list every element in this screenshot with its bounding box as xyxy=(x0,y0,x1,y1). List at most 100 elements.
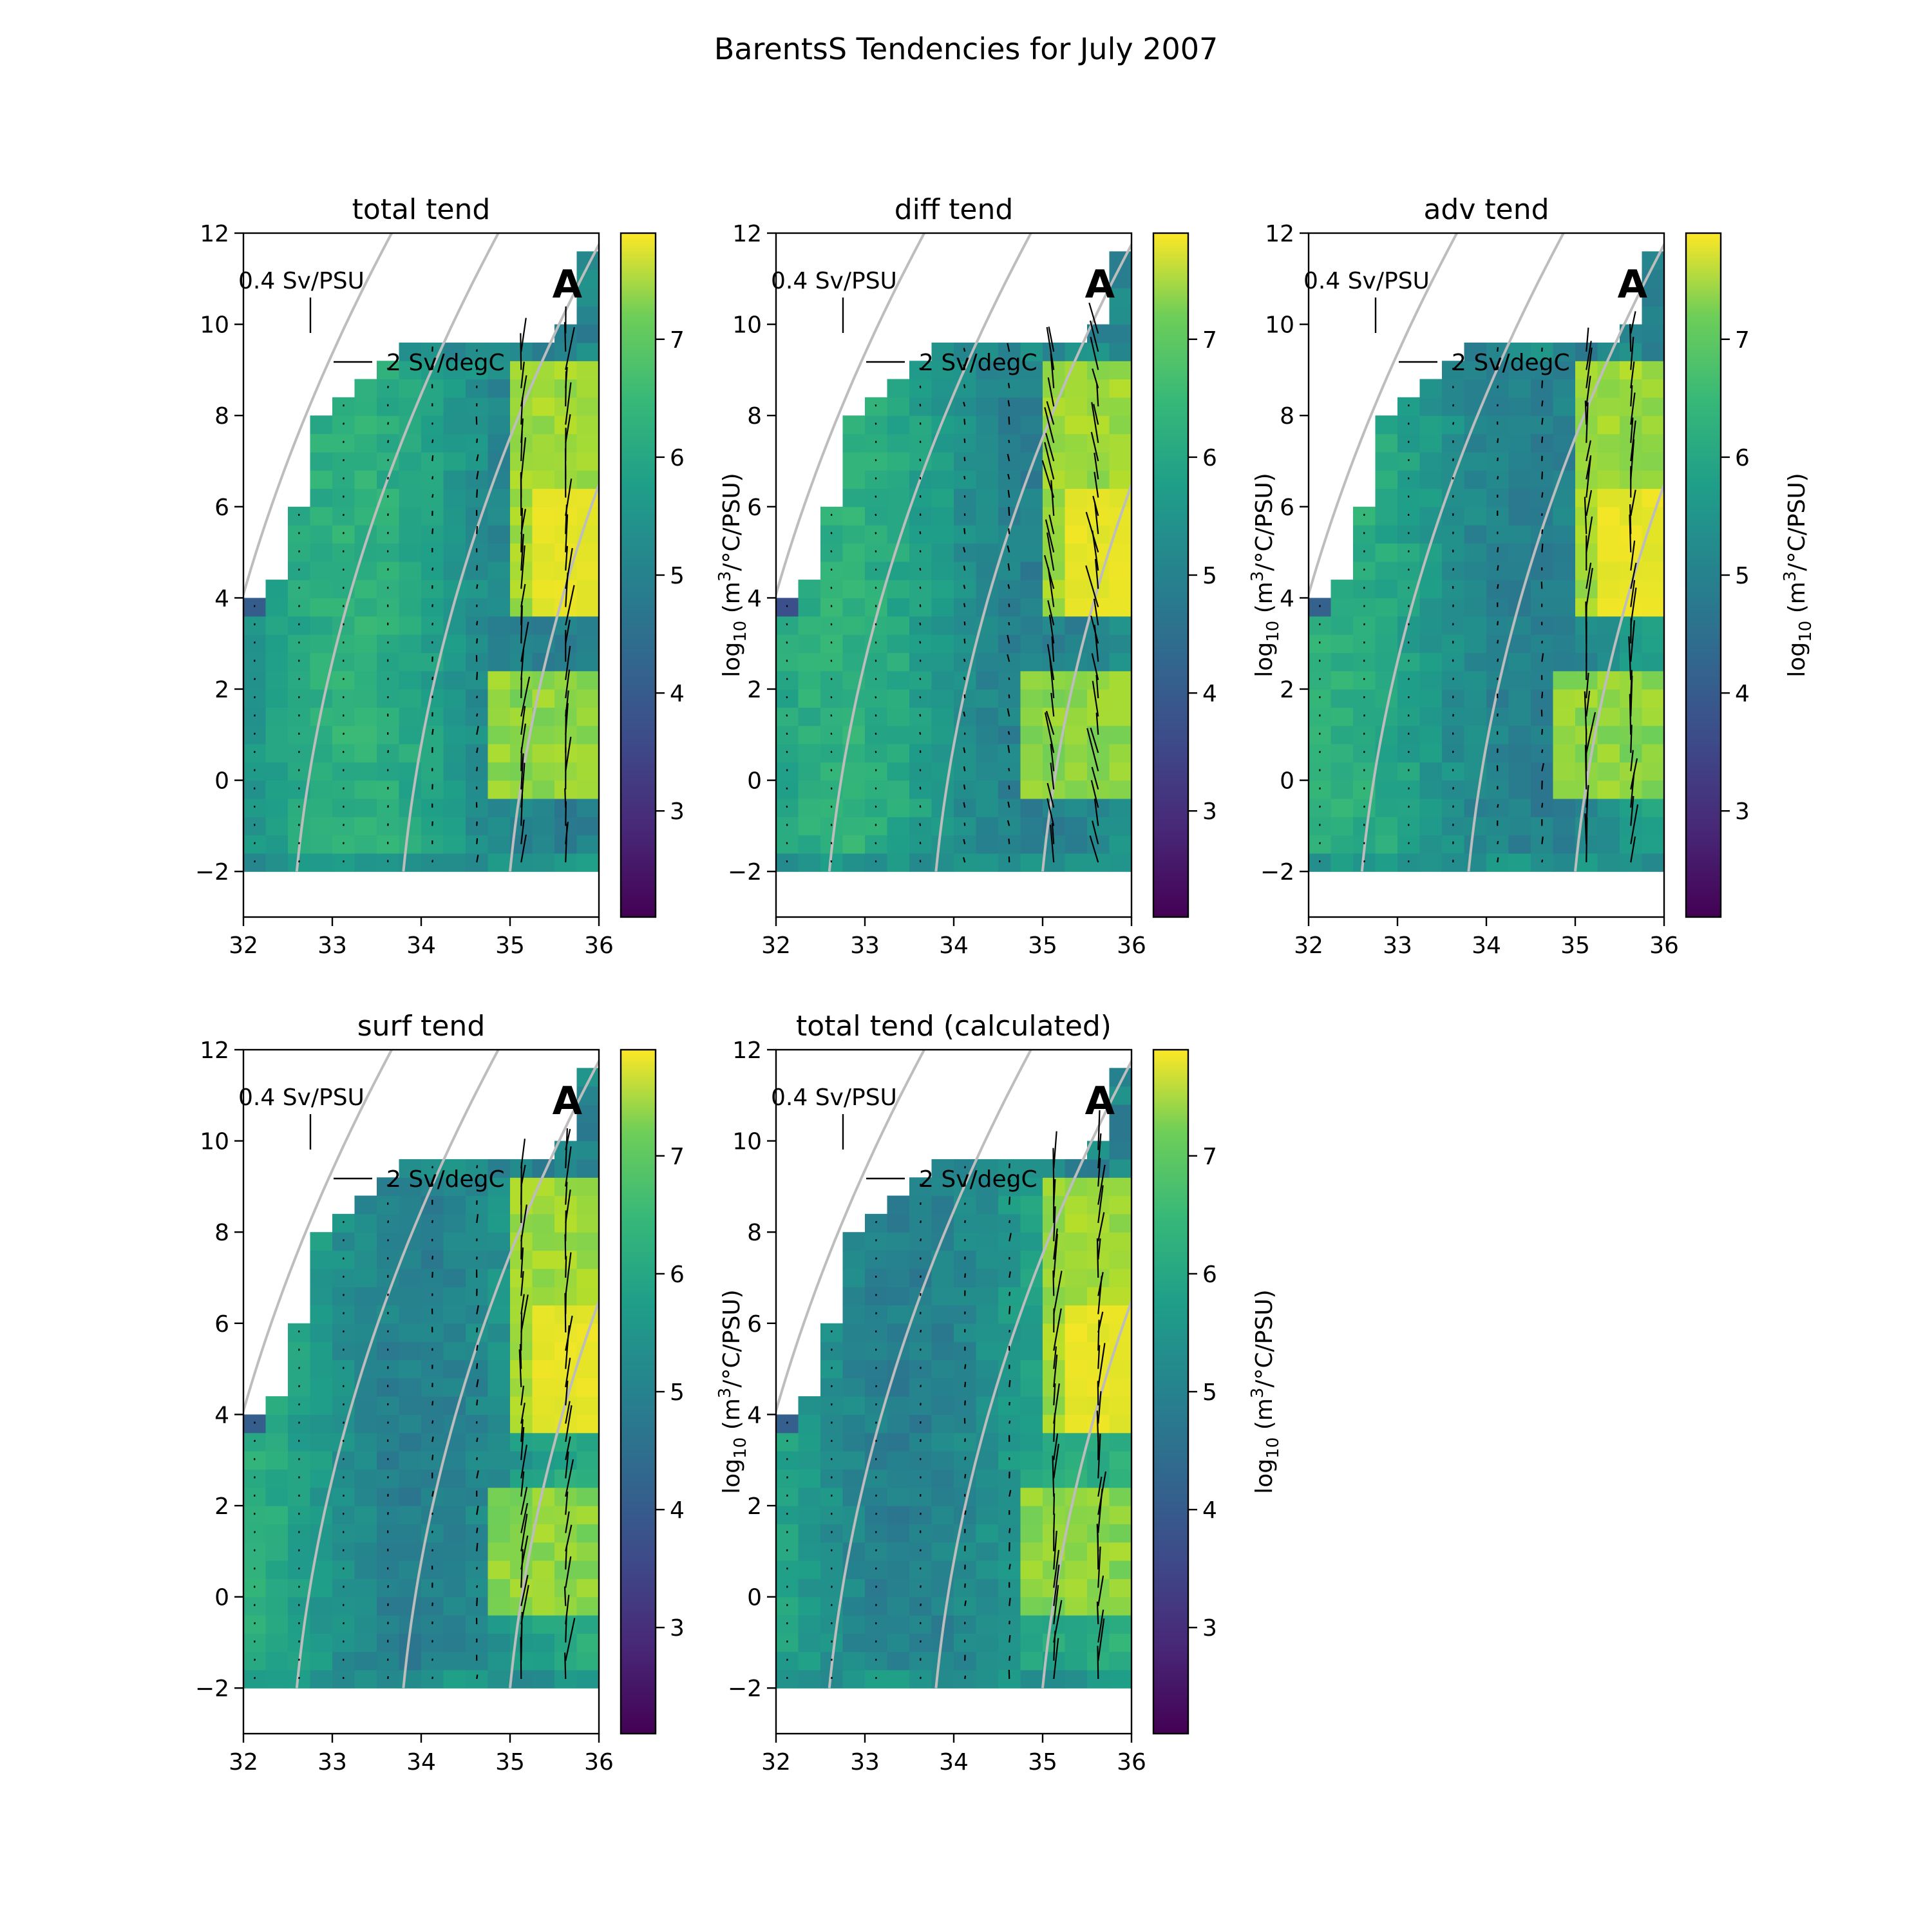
heatmap-cell xyxy=(1087,1287,1110,1306)
heatmap-cell xyxy=(288,1378,311,1397)
quiver-arrow xyxy=(565,327,575,370)
heatmap-cell xyxy=(1397,488,1421,507)
heatmap-cell xyxy=(332,725,355,744)
heatmap-cell xyxy=(1397,762,1421,781)
heatmap-cell xyxy=(1020,1341,1043,1361)
heatmap-cell xyxy=(887,415,910,435)
heatmap-cell xyxy=(1020,1177,1043,1197)
heatmap-cell xyxy=(354,616,377,635)
quiver-arrow xyxy=(520,762,526,808)
heatmap-cell xyxy=(909,433,933,453)
heatmap-cell xyxy=(243,598,267,617)
heatmap-cell xyxy=(909,580,933,598)
heatmap-cell xyxy=(399,580,422,598)
heatmap-cell xyxy=(954,835,977,854)
quiver-arrow xyxy=(476,454,479,462)
heatmap-cell xyxy=(776,798,799,817)
quiver-arrow xyxy=(1008,785,1010,790)
heatmap-cell xyxy=(354,1432,377,1452)
heatmap-cell xyxy=(1486,415,1510,435)
y-tick-label: 2 xyxy=(214,677,229,703)
heatmap-cell xyxy=(310,488,333,507)
quiver-arrow xyxy=(920,1329,922,1333)
quiver-arrow xyxy=(565,1358,571,1388)
quiver-arrow xyxy=(1053,1233,1058,1278)
y-tick-label: 4 xyxy=(214,585,229,612)
heatmap-cell xyxy=(510,707,533,726)
quiver-arrow xyxy=(1097,1343,1106,1388)
heatmap-cell xyxy=(354,1396,377,1415)
heatmap-cell xyxy=(1597,488,1620,507)
heatmap-cell xyxy=(332,1669,355,1689)
quiver-arrow xyxy=(1046,532,1055,571)
quiver-arrow xyxy=(254,1622,256,1625)
heatmap-cell xyxy=(1043,798,1066,817)
quiver-arrow xyxy=(1092,495,1099,516)
heatmap-cell xyxy=(998,470,1021,489)
quiver-arrow xyxy=(431,476,434,480)
heatmap-cell xyxy=(377,1232,400,1251)
heatmap-cell xyxy=(1553,743,1576,762)
heatmap-cell xyxy=(1508,670,1531,690)
quiver-arrow xyxy=(565,1618,576,1661)
heatmap-cell xyxy=(310,1232,333,1251)
heatmap-cell xyxy=(887,670,910,690)
heatmap-cell xyxy=(332,780,355,799)
heatmap-cell xyxy=(954,415,977,435)
heatmap-cell xyxy=(421,433,444,453)
quiver-arrow xyxy=(431,1401,434,1406)
heatmap-cell xyxy=(1486,543,1510,562)
heatmap-cell xyxy=(954,561,977,580)
heatmap-cell xyxy=(243,817,267,836)
quiver-arrow xyxy=(875,532,877,535)
heatmap-cell xyxy=(1464,689,1487,708)
heatmap-cell xyxy=(377,634,400,653)
heatmap-cell xyxy=(1109,470,1132,489)
heatmap-cell xyxy=(265,652,289,672)
heatmap-cell xyxy=(265,1506,289,1524)
heatmap-cell xyxy=(443,342,466,361)
quiver-arrow xyxy=(1053,1383,1060,1424)
heatmap-cell xyxy=(532,580,555,598)
heatmap-cell xyxy=(1109,306,1132,325)
heatmap-cell xyxy=(954,616,977,635)
x-tick-label: 35 xyxy=(495,933,525,959)
heatmap-cell xyxy=(998,707,1021,726)
heatmap-cell xyxy=(976,652,999,672)
heatmap-cell xyxy=(1309,707,1332,726)
heatmap-cell xyxy=(976,1487,999,1506)
heatmap-cell xyxy=(243,1596,267,1616)
quiver-arrow xyxy=(963,475,966,480)
quiver-arrow xyxy=(1092,368,1099,389)
heatmap-cell xyxy=(510,652,533,672)
heatmap-cell xyxy=(1087,433,1110,453)
heatmap-cell xyxy=(443,1195,466,1215)
density-contour xyxy=(934,242,1132,872)
y-tick-label: 0 xyxy=(747,768,762,795)
heatmap-cell xyxy=(954,1432,977,1452)
heatmap-cell xyxy=(931,1414,954,1434)
heatmap-cell xyxy=(576,1250,599,1269)
heatmap-cell xyxy=(1020,361,1043,380)
y-tick-label: 0 xyxy=(747,1585,762,1611)
heatmap-cell xyxy=(1508,361,1531,380)
heatmap-cell xyxy=(1508,707,1531,726)
quiver-arrow xyxy=(1630,580,1636,607)
quiver-arrow xyxy=(1008,603,1010,607)
heatmap-cell xyxy=(842,1250,866,1269)
heatmap-cell xyxy=(865,1524,888,1543)
heatmap-cell xyxy=(909,817,933,836)
heatmap-cell xyxy=(576,634,599,653)
quiver-arrow xyxy=(520,676,531,717)
heatmap-cell xyxy=(887,433,910,453)
heatmap-cell xyxy=(909,379,933,398)
quiver-arrow xyxy=(1045,519,1055,553)
heatmap-cell xyxy=(1020,835,1043,854)
heatmap-cell xyxy=(976,488,999,507)
heatmap-cell xyxy=(976,817,999,836)
heatmap-cell xyxy=(243,762,267,781)
heatmap-cell xyxy=(1642,543,1664,562)
heatmap-cell xyxy=(1442,616,1465,635)
quiver-arrow xyxy=(1044,407,1055,443)
quiver-arrow xyxy=(1009,1490,1012,1497)
